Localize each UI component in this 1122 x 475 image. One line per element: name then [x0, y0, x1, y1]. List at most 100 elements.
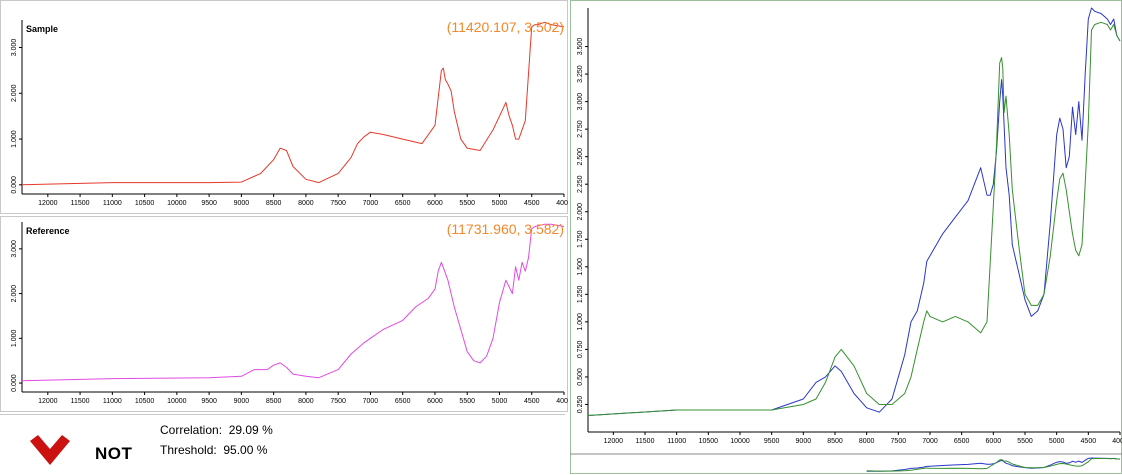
overlay-chart[interactable]: 12000 11500 11000 10500 10000 9500 9000 8500 800… — [570, 0, 1122, 474]
x-tick-label: 9500 — [764, 438, 780, 445]
correlation-row: Correlation: 29.09 % — [160, 423, 273, 437]
x-tick-label: 5500 — [459, 398, 475, 405]
correlation-value: 29.09 % — [228, 423, 273, 437]
chart-title: Sample — [26, 24, 58, 34]
x-tick-label: 8000 — [859, 438, 875, 445]
cursor-readout: (11731.960, 3.582) — [447, 221, 564, 237]
x-tick-label: 12000 — [38, 398, 58, 405]
x-tick-label: 11000 — [103, 398, 122, 405]
x-tick-label: 8000 — [298, 200, 314, 207]
x-tick-label: 10000 — [167, 200, 187, 207]
x-tick-label: 8500 — [827, 438, 843, 445]
y-tick-label: 2.000 — [11, 285, 18, 303]
series-line-0 — [21, 21, 565, 186]
x-tick-label: 8000 — [298, 398, 314, 405]
x-tick-label: 5000 — [1049, 438, 1065, 445]
x-tick-label: 11500 — [71, 200, 90, 207]
x-tick-label: 5000 — [492, 200, 508, 207]
y-tick-label: 0.500 — [577, 368, 584, 386]
threshold-value: 95.00 % — [223, 443, 268, 457]
y-tick-label: 0.000 — [11, 374, 18, 392]
x-tick-label: 6000 — [427, 200, 443, 207]
x-tick-label: 5500 — [1017, 438, 1033, 445]
reference-chart[interactable]: 12000 11500 11000 10500 10000 9500 9000 8500 800… — [0, 216, 568, 412]
x-tick-label: 10500 — [135, 398, 155, 405]
x-tick-label: 7000 — [922, 438, 938, 445]
x-tick-label: 7000 — [363, 200, 379, 207]
y-tick-label: 0.250 — [577, 396, 584, 414]
x-tick-label: 5500 — [459, 200, 475, 207]
x-tick-label: 4500 — [524, 200, 540, 207]
y-tick-label: 2.750 — [577, 120, 584, 138]
chart-title: Reference — [26, 226, 70, 236]
x-tick-label: 6000 — [427, 398, 443, 405]
x-tick-label: 4500 — [524, 398, 540, 405]
series-line-0 — [21, 223, 565, 382]
x-tick-label: 8500 — [266, 200, 282, 207]
series-line-1 — [587, 21, 1121, 416]
correlation-label: Correlation: — [160, 423, 223, 437]
x-tick-label: 11500 — [71, 398, 90, 405]
match-status: NOT — [95, 444, 133, 463]
x-tick-label: 12000 — [38, 200, 58, 207]
chart-border — [570, 0, 1122, 474]
x-tick-label: 9500 — [201, 398, 217, 405]
x-tick-label: 7000 — [363, 398, 379, 405]
overlay-chart-panel: 12000 11500 11000 10500 10000 9500 9000 8500 800… — [570, 0, 1122, 474]
y-tick-label: 3.000 — [11, 240, 18, 258]
x-tick-label: 9500 — [201, 200, 217, 207]
red-check-icon — [30, 435, 70, 465]
reference-chart-panel: 12000 11500 11000 10500 10000 9500 9000 8500 800… — [0, 216, 568, 412]
y-tick-label: 2.000 — [11, 84, 18, 102]
x-tick-label: 7500 — [330, 398, 346, 405]
cursor-readout: (11420.107, 3.502) — [447, 19, 564, 35]
x-tick-label: 10000 — [730, 438, 750, 445]
y-tick-label: 2.500 — [577, 148, 584, 166]
y-tick-label: 0.750 — [577, 341, 584, 359]
x-tick-label: 11000 — [103, 200, 122, 207]
x-tick-label: 11000 — [667, 438, 686, 445]
x-tick-label: 11500 — [636, 438, 655, 445]
series-line-0 — [587, 7, 1121, 416]
y-tick-label: 3.250 — [577, 65, 584, 83]
y-tick-label: 1.500 — [577, 258, 584, 276]
x-tick-label: 6000 — [986, 438, 1002, 445]
x-tick-label: 12000 — [604, 438, 624, 445]
y-tick-label: 1.000 — [577, 313, 584, 331]
y-tick-label: 2.000 — [577, 203, 584, 221]
y-tick-label: 1.000 — [11, 329, 18, 347]
x-tick-label: 7500 — [330, 200, 346, 207]
x-tick-label: 8500 — [266, 398, 282, 405]
y-tick-label: 3.500 — [577, 38, 584, 56]
x-tick-label: 9000 — [796, 438, 812, 445]
x-tick-label: 4500 — [1081, 438, 1097, 445]
preview-series-1 — [866, 457, 1121, 472]
result-panel: NOT Correlation: 29.09 % Threshold: 95.0… — [0, 414, 565, 475]
x-tick-label: 10000 — [167, 398, 187, 405]
sample-chart-panel: 12000 11500 11000 10500 10000 9500 9000 8500 800… — [0, 0, 568, 214]
chart-border — [0, 0, 568, 214]
y-tick-label: 1.750 — [577, 230, 584, 248]
y-tick-label: 1.000 — [11, 130, 18, 148]
chart-border — [0, 216, 568, 412]
threshold-label: Threshold: — [160, 443, 217, 457]
y-tick-label: 0.000 — [11, 176, 18, 194]
y-tick-label: 2.250 — [577, 175, 584, 193]
sample-chart[interactable]: 12000 11500 11000 10500 10000 9500 9000 8500 800… — [0, 0, 568, 214]
x-tick-label: 10500 — [135, 200, 155, 207]
x-tick-label: 6500 — [954, 438, 970, 445]
x-tick-label: 6500 — [395, 398, 411, 405]
x-tick-label: 10500 — [699, 438, 719, 445]
y-tick-label: 3.000 — [577, 93, 584, 111]
x-tick-label: 9000 — [234, 200, 250, 207]
x-tick-label: 9000 — [234, 398, 250, 405]
x-tick-label: 5000 — [492, 398, 508, 405]
x-tick-label: 6500 — [395, 200, 411, 207]
threshold-row: Threshold: 95.00 % — [160, 443, 267, 457]
x-tick-label: 7500 — [891, 438, 907, 445]
y-tick-label: 3.000 — [11, 39, 18, 57]
y-tick-label: 1.250 — [577, 285, 584, 303]
